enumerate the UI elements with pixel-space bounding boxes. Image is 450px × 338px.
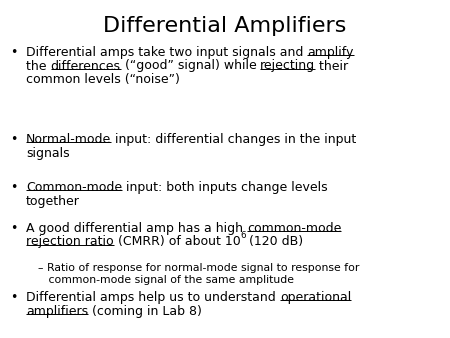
Text: – Ratio of response for normal-mode signal to response for: – Ratio of response for normal-mode sign… bbox=[38, 263, 360, 273]
Text: (120 dB): (120 dB) bbox=[245, 236, 303, 248]
Text: (CMRR) of about 10: (CMRR) of about 10 bbox=[114, 236, 240, 248]
Text: input: both inputs change levels: input: both inputs change levels bbox=[122, 181, 328, 194]
Text: Differential amps help us to understand: Differential amps help us to understand bbox=[26, 291, 280, 304]
Text: amplify: amplify bbox=[307, 46, 354, 59]
Text: common levels (“noise”): common levels (“noise”) bbox=[26, 73, 180, 86]
Text: common-mode: common-mode bbox=[247, 222, 342, 235]
Text: amplifiers: amplifiers bbox=[26, 305, 88, 317]
Text: rejecting: rejecting bbox=[261, 59, 315, 72]
Text: •: • bbox=[10, 291, 17, 304]
Text: •: • bbox=[10, 222, 17, 235]
Text: Common-mode: Common-mode bbox=[26, 181, 122, 194]
Text: rejection ratio: rejection ratio bbox=[26, 236, 114, 248]
Text: •: • bbox=[10, 133, 17, 146]
Text: 6: 6 bbox=[240, 231, 246, 240]
Text: together: together bbox=[26, 194, 80, 208]
Text: Differential amps take two input signals and: Differential amps take two input signals… bbox=[26, 46, 307, 59]
Text: (“good” signal) while: (“good” signal) while bbox=[121, 59, 261, 72]
Text: the: the bbox=[26, 59, 50, 72]
Text: signals: signals bbox=[26, 146, 70, 160]
Text: common-mode signal of the same amplitude: common-mode signal of the same amplitude bbox=[38, 275, 294, 285]
Text: (coming in Lab 8): (coming in Lab 8) bbox=[88, 305, 202, 317]
Text: Normal-mode: Normal-mode bbox=[26, 133, 111, 146]
Text: operational: operational bbox=[280, 291, 351, 304]
Text: input: differential changes in the input: input: differential changes in the input bbox=[111, 133, 356, 146]
Text: differences: differences bbox=[50, 59, 121, 72]
Text: A good differential amp has a high: A good differential amp has a high bbox=[26, 222, 247, 235]
Text: Differential Amplifiers: Differential Amplifiers bbox=[104, 16, 346, 36]
Text: •: • bbox=[10, 46, 17, 59]
Text: their: their bbox=[315, 59, 349, 72]
Text: •: • bbox=[10, 181, 17, 194]
